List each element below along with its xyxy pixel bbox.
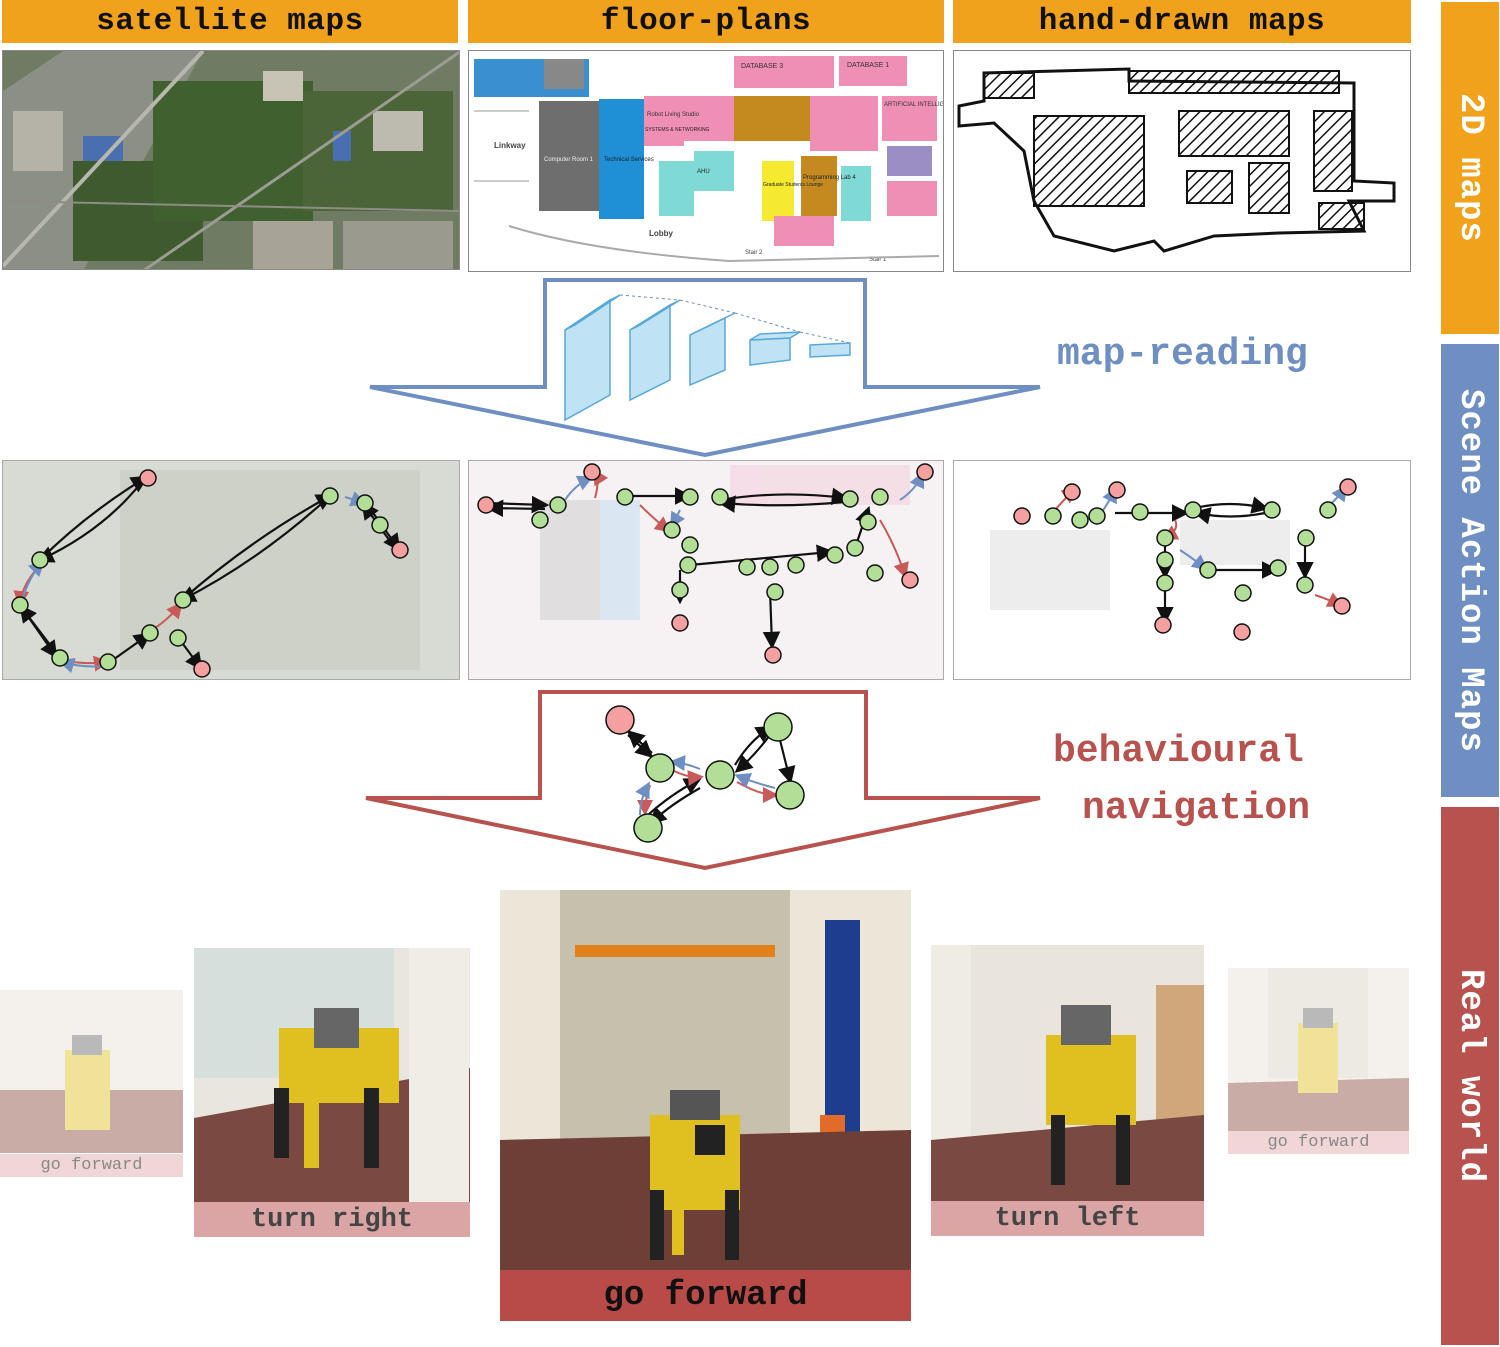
fp-label-prog: Programming Lab 4: [803, 175, 856, 181]
sam-floorplan-panel: [468, 460, 944, 680]
caption-center: go forward: [500, 1270, 911, 1321]
side-label-sam-text: Scene Action Maps: [1451, 388, 1489, 753]
navigation-label: navigation: [1082, 787, 1311, 830]
caption-right: turn left: [931, 1201, 1204, 1236]
fp-label-linkway: Linkway: [494, 141, 526, 150]
fp-label-robot: Robot Living Studio: [647, 112, 700, 118]
map-reading-label: map-reading: [1057, 333, 1308, 376]
satellite-map-image: [2, 50, 460, 270]
fp-label-ahu: AHU: [697, 169, 710, 175]
photo-far-left: [0, 990, 183, 1153]
hand-drawn-map-image: [953, 50, 1411, 272]
caption-far-left: go forward: [0, 1154, 183, 1177]
side-label-real-text: Real world: [1451, 968, 1489, 1184]
sam-satellite-panel: [2, 460, 460, 680]
cnn-layers-icon: [564, 294, 851, 422]
side-label-2d-maps: 2D maps: [1441, 2, 1499, 334]
fp-label-tech: Technical Services: [604, 157, 654, 163]
fp-label-stair1: Stair 1: [869, 257, 887, 263]
fp-label-comp: Computer Room 1: [544, 157, 594, 163]
photo-far-right: [1228, 968, 1409, 1131]
header-hand-drawn-maps: hand-drawn maps: [953, 0, 1411, 43]
example-graph-icon: [605, 705, 805, 843]
header-floor-plans: floor-plans: [468, 0, 944, 43]
hand-drawn-map-drawing: [957, 67, 1396, 253]
fp-label-grad: Graduate Students Lounge: [763, 182, 823, 188]
fp-label-systems: SYSTEMS & NETWORKING: [645, 127, 710, 133]
side-label-scene-action-maps: Scene Action Maps: [1441, 344, 1499, 797]
sam-handdrawn-panel: [953, 460, 1411, 680]
caption-left: turn right: [194, 1202, 470, 1237]
fp-label-lobby: Lobby: [649, 229, 674, 238]
satellite-map-texture: [3, 51, 459, 269]
side-label-2d-maps-text: 2D maps: [1451, 93, 1489, 243]
fp-label-db3: DATABASE 3: [741, 63, 783, 70]
side-label-real-world: Real world: [1441, 807, 1499, 1345]
photo-center: [500, 890, 911, 1270]
header-satellite-maps: satellite maps: [2, 0, 458, 43]
caption-far-right: go forward: [1228, 1131, 1409, 1154]
photo-right: [931, 945, 1204, 1201]
behavioural-label: behavioural: [1053, 730, 1304, 773]
photo-left: [194, 948, 470, 1202]
fp-label-stair2: Stair 2: [745, 250, 763, 256]
floor-plan-image: DATABASE 3 DATABASE 1 ARTIFICIAL INTELLI…: [468, 50, 944, 272]
fp-label-db1: DATABASE 1: [847, 62, 889, 69]
floor-plan-drawing: DATABASE 3 DATABASE 1 ARTIFICIAL INTELLI…: [474, 56, 944, 263]
fp-label-ai: ARTIFICIAL INTELLIGENCE: [884, 102, 944, 108]
